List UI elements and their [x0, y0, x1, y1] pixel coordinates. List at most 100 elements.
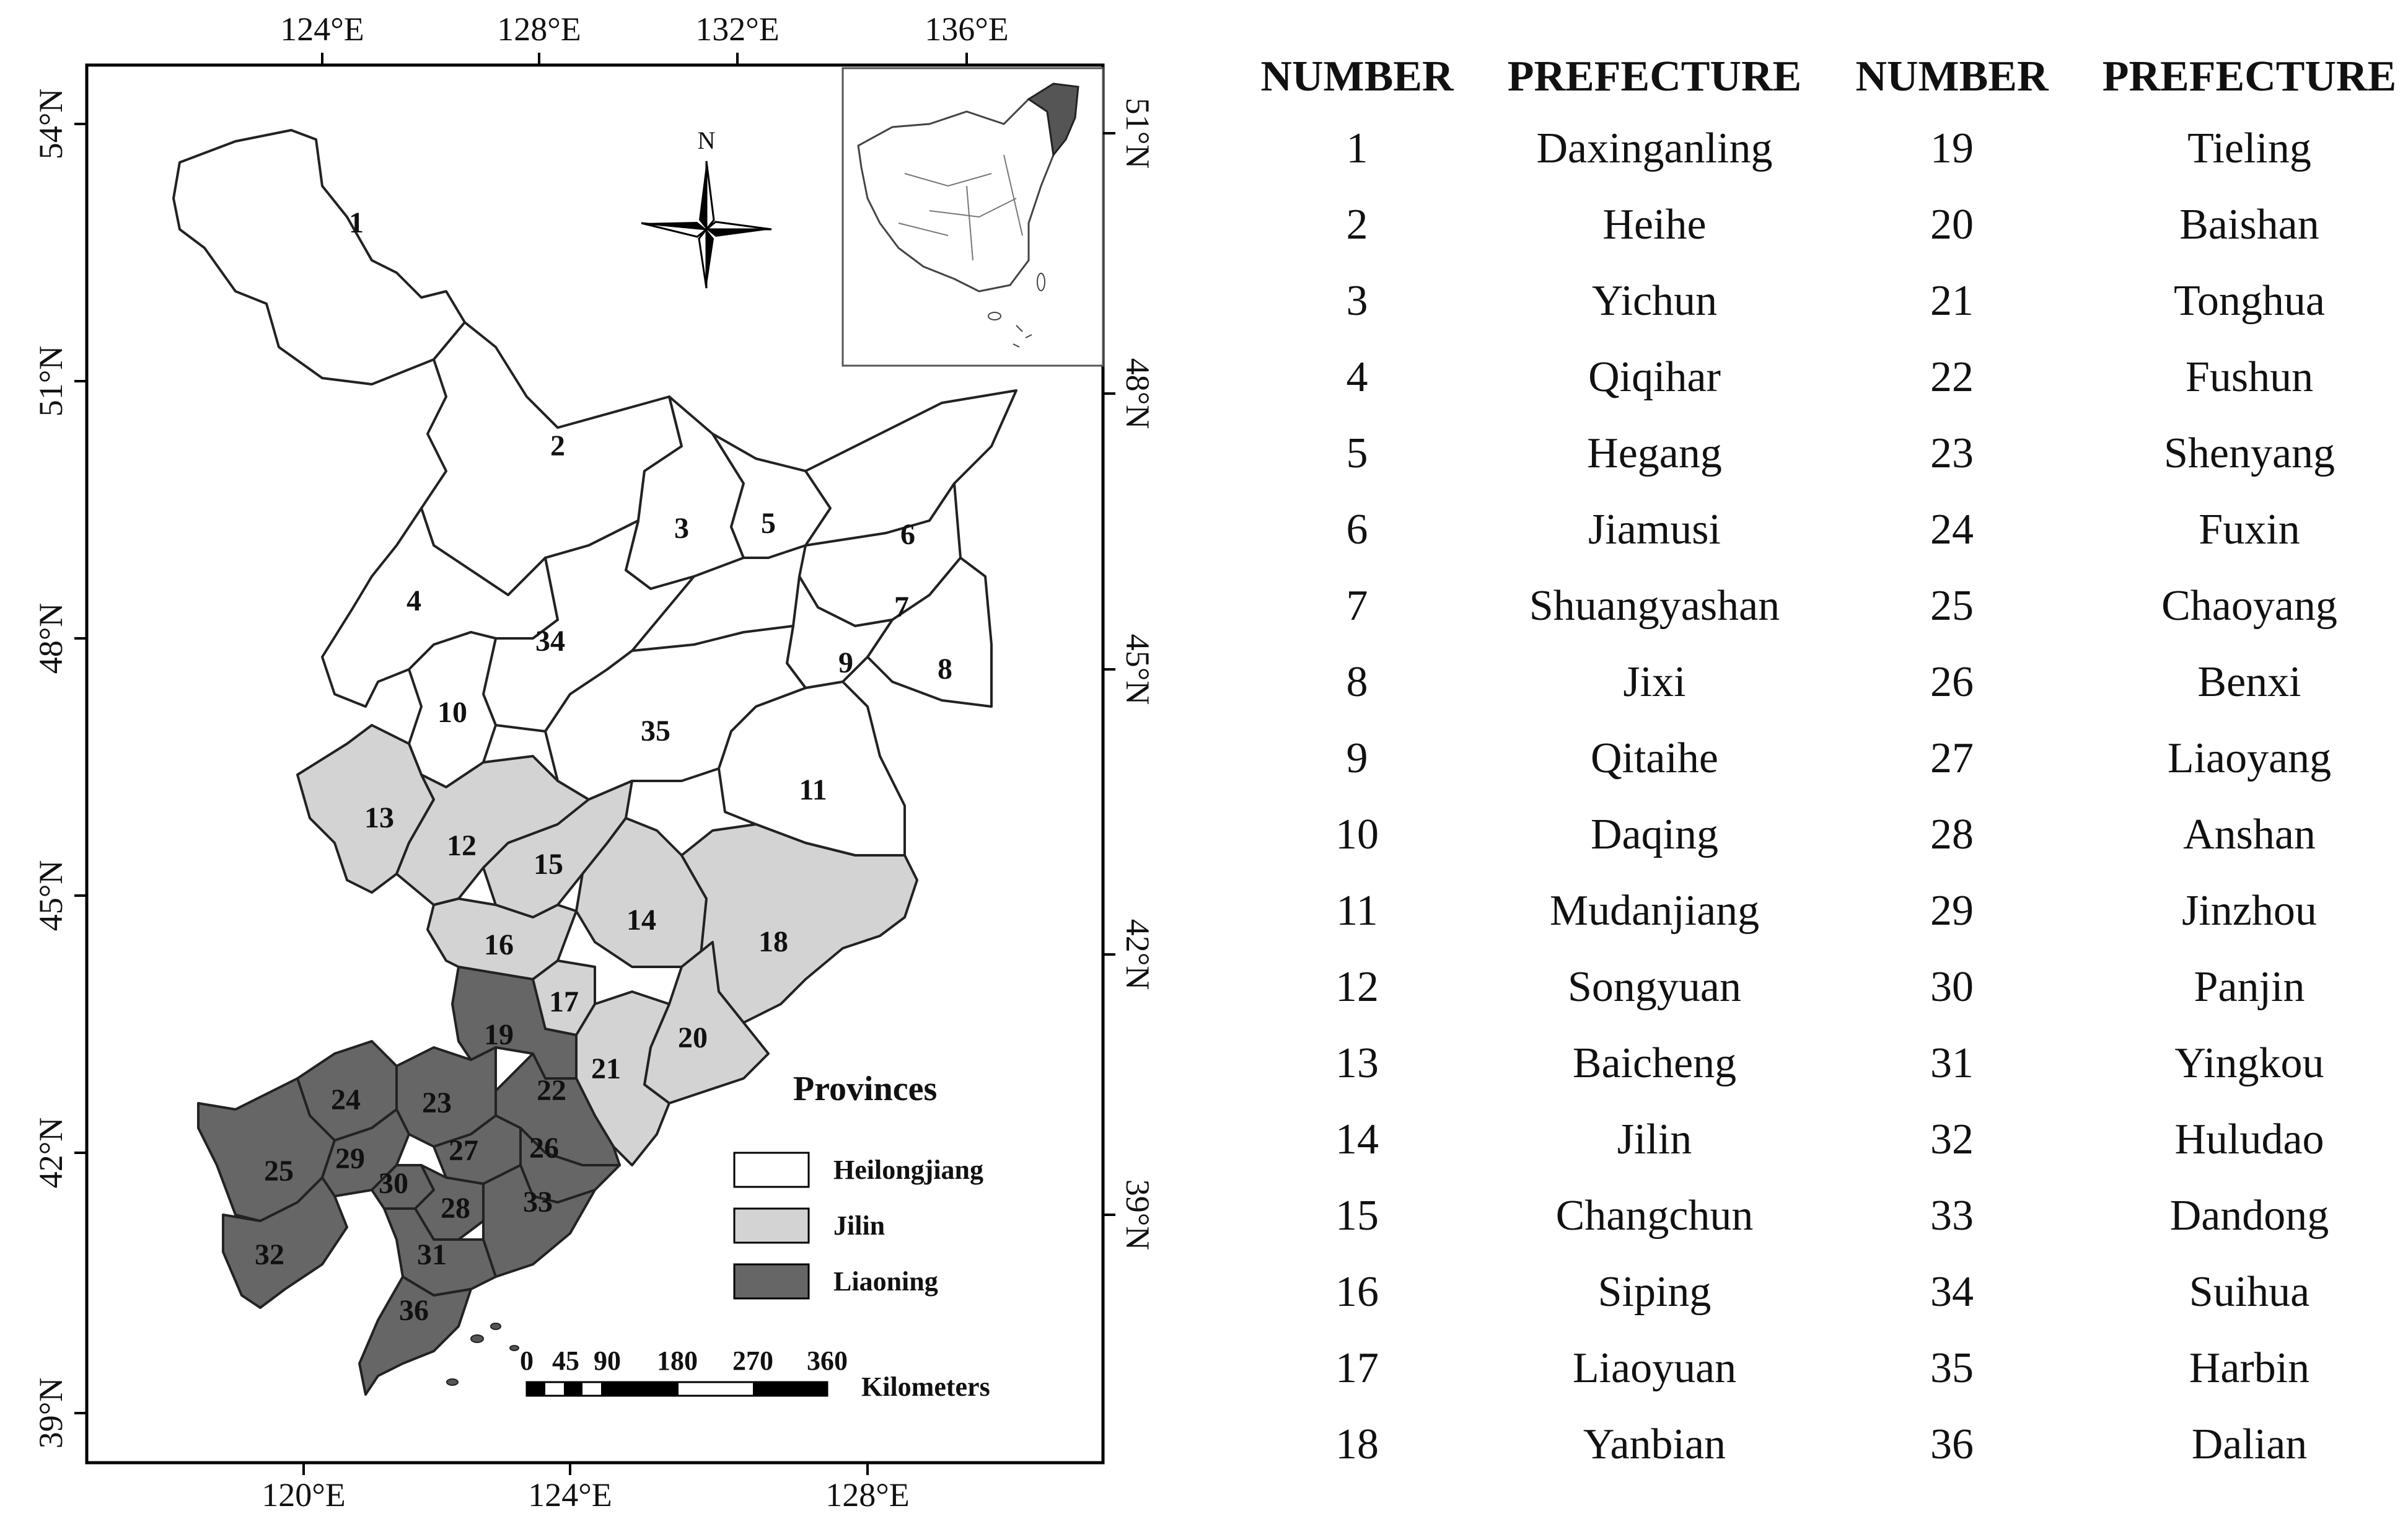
cell-prefecture-left: Shuangyashan: [1529, 581, 1780, 630]
region-label-15: 15: [534, 848, 563, 881]
cell-prefecture-right: Tonghua: [2174, 276, 2325, 325]
cell-prefecture-right: Dandong: [2169, 1191, 2329, 1240]
region-label-27: 27: [449, 1134, 478, 1167]
region-label-3: 3: [674, 512, 689, 545]
lon-bottom-124: 124°E: [528, 1476, 612, 1514]
cell-prefecture-right: Yingkou: [2174, 1039, 2324, 1087]
inset-province-lines: [898, 154, 1023, 261]
cell-number-right: 31: [1930, 1039, 1974, 1087]
region-5: [711, 433, 832, 559]
cell-prefecture-left: Qiqihar: [1588, 353, 1721, 401]
table-row: 12 Songyuan 30 Panjin: [1215, 949, 2404, 1025]
legend-swatch-liaoning: [733, 1263, 810, 1300]
inset-taiwan: [1037, 273, 1045, 291]
cell-number-left: 10: [1335, 810, 1379, 858]
cell-prefecture-left: Daqing: [1590, 810, 1719, 858]
cell-number-left: 12: [1335, 963, 1379, 1011]
lat-left-39: 39°N: [32, 1378, 69, 1449]
cell-prefecture-right: Baishan: [2179, 200, 2319, 249]
islands: [446, 1323, 519, 1386]
region-label-23: 23: [422, 1086, 452, 1119]
china-inset-map: [841, 67, 1104, 367]
scale-tick-180: 180: [657, 1346, 698, 1376]
cell-number-left: 18: [1335, 1420, 1379, 1468]
cell-number-right: 32: [1930, 1115, 1974, 1163]
legend-label-jilin: Jilin: [833, 1210, 885, 1241]
lat-left-45: 45°N: [32, 860, 69, 932]
inset-northeast-highlight: [1027, 82, 1079, 157]
header-number-left: NUMBER: [1260, 53, 1454, 100]
legend-title: Provinces: [793, 1070, 937, 1108]
lat-left-51: 51°N: [32, 346, 69, 417]
axis-ticks: [74, 53, 1115, 1475]
lon-top-124: 124°E: [280, 11, 364, 48]
table-row: 10 Daqing 28 Anshan: [1215, 796, 2404, 873]
cell-prefecture-right: Panjin: [2194, 963, 2305, 1011]
scale-tick-0: 0: [520, 1346, 534, 1376]
prefecture-table: NUMBER PREFECTURE NUMBER PREFECTURE 1 Dax…: [1215, 43, 2404, 1483]
heilongjiang-regions: [172, 129, 1017, 857]
region-label-24: 24: [331, 1083, 361, 1116]
cell-number-right: 28: [1930, 810, 1974, 858]
cell-prefecture-right: Chaoyang: [2161, 581, 2337, 630]
cell-number-left: 2: [1346, 200, 1368, 249]
lat-labels-left: 54°N 51°N 48°N 45°N 42°N 39°N: [32, 89, 69, 1449]
inset-south-china-sea-islands: [1013, 325, 1032, 348]
cell-prefecture-left: Qitaihe: [1590, 734, 1719, 782]
cell-number-right: 30: [1930, 963, 1974, 1011]
cell-number-left: 3: [1346, 276, 1368, 325]
table-row: 3 Yichun 21 Tonghua: [1215, 263, 2404, 339]
cell-prefecture-left: Yanbian: [1583, 1420, 1726, 1468]
cell-number-right: 27: [1930, 734, 1974, 782]
region-14: [575, 817, 714, 968]
region-label-35: 35: [641, 715, 670, 747]
cell-prefecture-right: Jinzhou: [2182, 886, 2317, 935]
cell-prefecture-right: Huludao: [2174, 1115, 2324, 1163]
scale-bar: 0 45 90 180 270 360 Kilometers: [520, 1346, 990, 1402]
region-31: [383, 1207, 497, 1297]
region-32: [222, 1176, 348, 1309]
cell-number-left: 6: [1346, 505, 1368, 553]
scale-tick-360: 360: [807, 1346, 848, 1376]
region-label-2: 2: [550, 430, 565, 462]
cell-prefecture-left: Siping: [1597, 1267, 1712, 1316]
region-label-21: 21: [591, 1052, 621, 1085]
region-label-30: 30: [379, 1167, 408, 1200]
cell-number-left: 7: [1346, 581, 1368, 630]
region-label-12: 12: [447, 829, 477, 862]
lat-left-42: 42°N: [32, 1117, 69, 1189]
liaoning-regions: [197, 966, 621, 1396]
cell-number-right: 22: [1930, 353, 1974, 401]
table-row: 2 Heihe 20 Baishan: [1215, 187, 2404, 263]
lat-right-51: 51°N: [1119, 98, 1156, 169]
cell-number-right: 21: [1930, 276, 1974, 325]
table-row: 15 Changchun 33 Dandong: [1215, 1178, 2404, 1254]
lat-right-39: 39°N: [1119, 1179, 1156, 1251]
inset-china-outline: [857, 98, 1055, 293]
cell-number-right: 20: [1930, 200, 1974, 249]
table-row: 8 Jixi 26 Benxi: [1215, 644, 2404, 720]
cell-number-right: 23: [1930, 429, 1974, 477]
cell-number-left: 14: [1335, 1115, 1379, 1163]
cell-number-right: 26: [1930, 658, 1974, 706]
table-row: 5 Hegang 23 Shenyang: [1215, 415, 2404, 491]
cell-prefecture-left: Heihe: [1602, 200, 1707, 249]
region-label-8: 8: [938, 653, 952, 685]
cell-prefecture-left: Changchun: [1555, 1191, 1754, 1240]
jilin-regions: [296, 724, 918, 1166]
cell-prefecture-left: Hegang: [1587, 429, 1722, 477]
cell-number-right: 29: [1930, 886, 1974, 935]
cell-number-left: 13: [1335, 1039, 1379, 1087]
cell-number-right: 24: [1930, 505, 1974, 553]
cell-prefecture-left: Songyuan: [1568, 963, 1741, 1011]
region-label-16: 16: [484, 928, 514, 961]
cell-number-right: 25: [1930, 581, 1974, 630]
region-label-5: 5: [761, 507, 776, 540]
cell-number-left: 8: [1346, 658, 1368, 706]
table-row: 7 Shuangyashan 25 Chaoyang: [1215, 568, 2404, 644]
cell-prefecture-right: Dalian: [2191, 1420, 2308, 1468]
table-row: 18 Yanbian 36 Dalian: [1215, 1406, 2404, 1483]
cell-prefecture-left: Daxinganling: [1536, 124, 1773, 172]
lat-right-42: 42°N: [1119, 919, 1156, 990]
table-row: 1 Daxinganling 19 Tieling: [1215, 110, 2404, 187]
